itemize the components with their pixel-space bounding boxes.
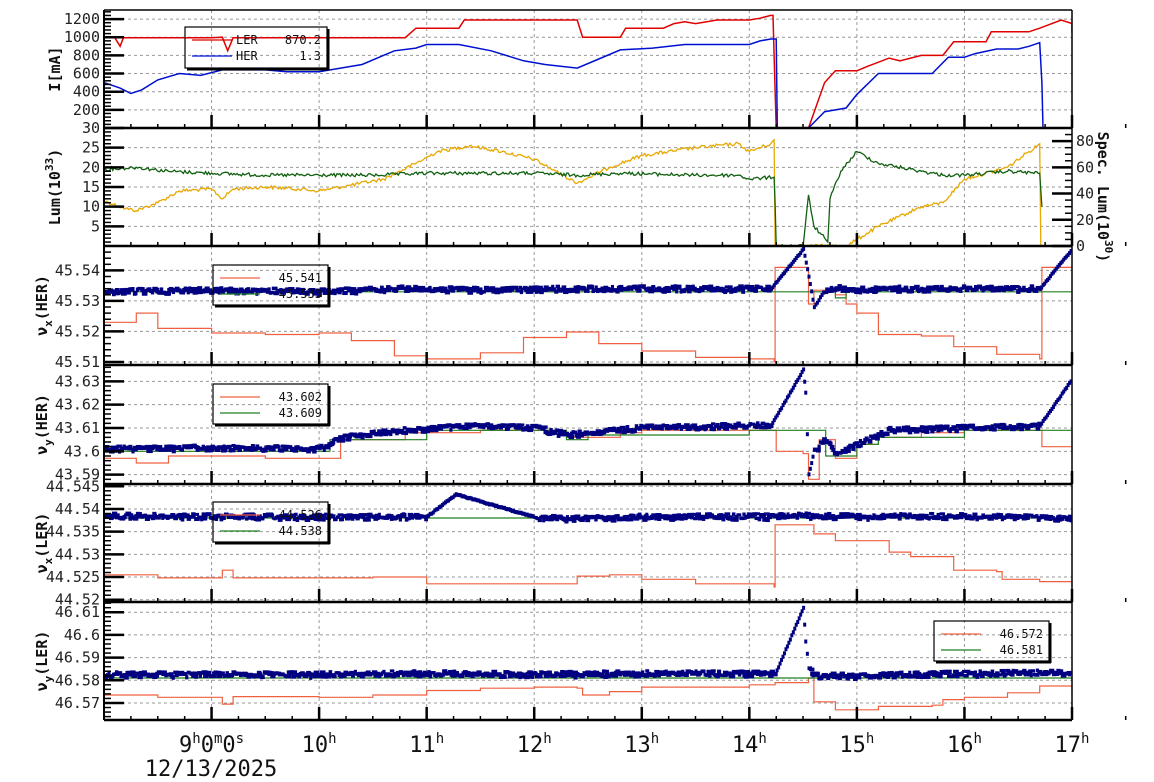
ytick-label: 45.54 (55, 261, 100, 279)
legend-value: 44.538 (279, 524, 322, 538)
ytick-label: 5 (91, 217, 100, 235)
legend-value: 44.526 (279, 508, 322, 522)
panel-nux_ler-series (104, 492, 1072, 589)
right-ytick-label: 20 (1076, 211, 1094, 229)
ytick-label: 1000 (64, 28, 100, 46)
right-ytick-label: 60 (1076, 158, 1094, 176)
series-LER (104, 14, 1072, 128)
ytick-label: 44.525 (46, 568, 100, 586)
xtick-label: 9h0m0s (179, 731, 244, 758)
ytick-label: 44.52 (55, 591, 100, 609)
ytick-label: 43.59 (55, 466, 100, 484)
legend-value: 46.581 (1000, 643, 1043, 657)
right-ytick-label: 0 (1076, 237, 1085, 255)
ytick-label: 10 (82, 198, 100, 216)
panel-nuy_her-series (104, 367, 1072, 480)
ytick-label: 44.54 (55, 500, 100, 518)
panel-nux_her-ylabel: νx(HER) (33, 275, 55, 336)
panel-nuy_her-ylabel: νy(HER) (33, 394, 55, 455)
ytick-label: 600 (73, 65, 100, 83)
right-ytick-label: 40 (1076, 185, 1094, 203)
ytick-label: 15 (82, 178, 100, 196)
xtick-label: 11h (409, 731, 444, 758)
legends: LER 870.2 HER 1.3 45.541 45.533 43.602 43.609 44… (184, 26, 1052, 664)
legend-value: 43.602 (279, 390, 322, 404)
ytick-label: 400 (73, 83, 100, 101)
ytick-label: 200 (73, 101, 100, 119)
ytick-label: 30 (82, 119, 100, 137)
ytick-label: 45.51 (55, 353, 100, 371)
panel-current-legend: LER 870.2 HER 1.3 (184, 26, 330, 71)
series-Lum (104, 138, 1042, 246)
series-SpecLum (104, 150, 1043, 246)
legend-value: 870.2 (285, 33, 321, 47)
panel-luminosity-ylabel: Lum(1033) (43, 149, 64, 225)
legend-value: 46.572 (1000, 627, 1043, 641)
x-axis: 9h0m0s 10h 11h 12h 13h 14h 15h 16h 17h 12/13/2025 (145, 731, 1090, 782)
ytick-label: 44.535 (46, 523, 100, 541)
xtick-label: 17h (1055, 731, 1090, 758)
ytick-label: 45.52 (55, 322, 100, 340)
ytick-label: 46.58 (55, 671, 100, 689)
ytick-label: 45.53 (55, 292, 100, 310)
xtick-label: 16h (947, 731, 982, 758)
ytick-label: 46.57 (55, 694, 100, 712)
axis-ticks (104, 11, 1127, 720)
series-set-lower (104, 524, 1072, 589)
right-ytick-label: 80 (1076, 132, 1094, 150)
legend-name: HER (236, 49, 258, 63)
xtick-label: 10h (302, 731, 337, 758)
panel-nuy_her-legend: 43.602 43.609 (212, 383, 331, 427)
panel-nux_ler-legend: 44.526 44.538 (212, 501, 331, 545)
xtick-label: 14h (732, 731, 767, 758)
ytick-label: 46.6 (64, 626, 100, 644)
date-label: 12/13/2025 (145, 757, 277, 782)
grid-lines (104, 10, 1073, 720)
ytick-label: 1200 (64, 10, 100, 28)
ytick-label: 43.62 (55, 396, 100, 414)
ytick-label: 44.545 (46, 477, 100, 495)
ytick-label: 46.59 (55, 649, 100, 667)
xtick-label: 15h (839, 731, 874, 758)
panel-nuy_ler-ylabel: νy(LER) (33, 631, 55, 692)
right-ylabel: Spec. Lum(1030) (1094, 132, 1115, 263)
panel-nux_her-series (104, 246, 1072, 363)
panel-luminosity-series (104, 138, 1043, 246)
ytick-label: 43.63 (55, 372, 100, 390)
ytick-label: 20 (82, 158, 100, 176)
axis-labels: 20040060080010001200I[mA]51015202530Lum(… (33, 10, 1115, 712)
panel-current-ylabel: I[mA] (46, 46, 64, 91)
ytick-label: 46.61 (55, 603, 100, 621)
ytick-label: 43.6 (64, 442, 100, 460)
ytick-label: 25 (82, 139, 100, 157)
legend-value: 45.533 (279, 287, 322, 301)
xtick-label: 13h (624, 731, 659, 758)
legend-value: 43.609 (279, 406, 322, 420)
ytick-label: 43.61 (55, 419, 100, 437)
xtick-label: 12h (517, 731, 552, 758)
panel-nux_her-legend: 45.541 45.533 (212, 264, 331, 308)
ytick-label: 44.53 (55, 545, 100, 563)
panel-nux_ler-ylabel: νx(LER) (33, 513, 55, 574)
data-series (104, 14, 1072, 711)
panel-nuy_ler-series (104, 605, 1072, 711)
ytick-label: 800 (73, 46, 100, 64)
legend-name: LER (236, 33, 258, 47)
series-set-lower (104, 677, 1072, 711)
series-set-lower (104, 266, 1072, 363)
panel-nuy_ler-legend: 46.572 46.581 (933, 620, 1052, 664)
legend-value: 1.3 (299, 49, 321, 63)
series-set-upper (104, 429, 1072, 457)
legend-value: 45.541 (279, 271, 322, 285)
